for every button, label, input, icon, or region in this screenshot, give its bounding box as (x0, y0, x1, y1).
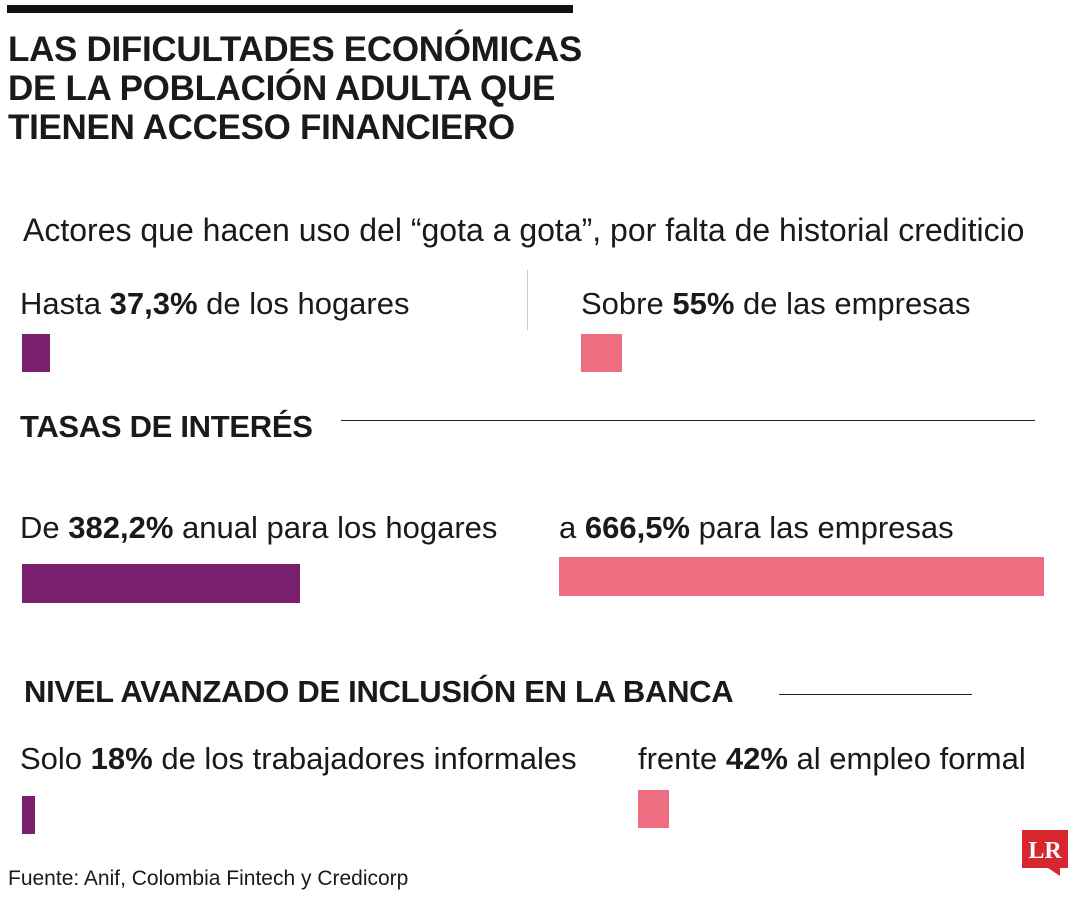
stat-value: 666,5% (584, 510, 690, 545)
stat-value: 55% (672, 286, 735, 321)
stat-suffix: de los trabajadores informales (152, 741, 577, 776)
page-title: LAS DIFICULTADES ECONÓMICAS DE LA POBLAC… (8, 30, 582, 147)
stat-prefix: Solo (20, 741, 91, 776)
stat-prefix: Sobre (581, 286, 673, 321)
section-rule (341, 420, 1035, 421)
stat-informales: Solo 18% de los trabajadores informales (20, 739, 577, 779)
bar-hogares-tasa (22, 564, 300, 603)
stat-value: 18% (90, 741, 153, 776)
stat-empresas-tasa: a 666,5% para las empresas (559, 508, 954, 548)
stat-prefix: frente (638, 741, 726, 776)
stat-suffix: de los hogares (197, 286, 410, 321)
stat-value: 382,2% (68, 510, 174, 545)
stat-prefix: De (20, 510, 69, 545)
stat-prefix: a (559, 510, 585, 545)
stat-empresas-gota: Sobre 55% de las empresas (581, 284, 970, 324)
stat-suffix: de las empresas (734, 286, 971, 321)
section-title-nivel: NIVEL AVANZADO DE INCLUSIÓN EN LA BANCA (24, 674, 734, 709)
stat-value: 42% (725, 741, 788, 776)
bar-hogares-gota (22, 334, 50, 372)
stat-hogares-gota: Hasta 37,3% de los hogares (20, 284, 410, 324)
stat-formal: frente 42% al empleo formal (638, 739, 1026, 779)
bar-empresas-tasa (559, 557, 1044, 596)
stat-prefix: Hasta (20, 286, 110, 321)
stat-hogares-tasa: De 382,2% anual para los hogares (20, 508, 497, 548)
stat-value: 37,3% (109, 286, 198, 321)
top-rule (7, 5, 573, 13)
stat-suffix: para las empresas (690, 510, 954, 545)
bar-formal (638, 790, 669, 828)
bar-informales (22, 796, 35, 834)
bar-empresas-gota (581, 334, 622, 372)
section-title-tasas: TASAS DE INTERÉS (20, 409, 313, 444)
logo-text: LR (1028, 838, 1062, 864)
lr-logo-icon: LR (1022, 830, 1068, 876)
source-note: Fuente: Anif, Colombia Fintech y Credico… (8, 867, 409, 890)
subtitle: Actores que hacen uso del “gota a gota”,… (23, 212, 1025, 248)
stat-suffix: anual para los hogares (173, 510, 498, 545)
section-rule (779, 694, 972, 695)
stat-suffix: al empleo formal (787, 741, 1026, 776)
column-divider (527, 270, 528, 330)
